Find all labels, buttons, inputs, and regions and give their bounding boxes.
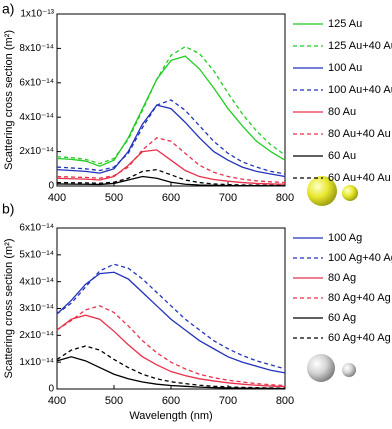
y-axis-label: Scattering cross section (m²) <box>3 239 15 379</box>
legend-label: 100 Ag <box>328 232 362 244</box>
series-line <box>56 168 286 187</box>
x-tick-label: 700 <box>219 395 237 407</box>
x-tick-label: 600 <box>162 192 180 204</box>
series-line <box>56 149 286 185</box>
legend-label: 60 Ag <box>328 312 356 324</box>
series-line <box>56 356 286 390</box>
legend-label: 125 Au <box>328 18 362 30</box>
series-line <box>56 137 286 184</box>
legend-label: 100 Ag+40 Ag <box>328 252 392 264</box>
x-tick-label: 400 <box>48 192 66 204</box>
series-line <box>56 271 286 374</box>
gold-sphere-large <box>307 176 337 206</box>
y-tick-label: 1x10⁻¹³ <box>20 9 54 20</box>
series-line <box>56 175 285 187</box>
series-line <box>56 263 286 370</box>
y-tick-label: 0 <box>48 181 54 192</box>
legend-label: 100 Au <box>328 62 362 74</box>
series-line <box>56 99 286 175</box>
y-tick-label: 6x10⁻¹⁴ <box>19 77 54 88</box>
legend-label: 60 Au <box>328 150 356 162</box>
silver-sphere-small <box>342 363 356 377</box>
x-tick-label: 800 <box>276 395 294 407</box>
panel-label: b) <box>2 201 14 217</box>
legend-label: 100 Au+40 Au <box>328 84 392 96</box>
y-tick-label: 4x10⁻¹⁴ <box>19 112 54 123</box>
y-tick-label: 5x10⁻¹⁴ <box>19 249 54 260</box>
series-line <box>56 305 286 387</box>
y-axis-label: Scattering cross section (m²) <box>3 30 15 170</box>
y-tick-label: 2x10⁻¹⁴ <box>19 146 54 157</box>
x-tick-label: 500 <box>105 192 123 204</box>
legend-label: 80 Ag+40 Ag <box>328 292 391 304</box>
y-tick-label: 8x10⁻¹⁴ <box>19 43 54 54</box>
x-tick-label: 500 <box>105 395 123 407</box>
y-tick-label: 0 <box>48 384 54 395</box>
series-line <box>56 345 286 389</box>
legend-label: 80 Ag <box>328 272 356 284</box>
silver-sphere-large <box>307 354 335 382</box>
series-line <box>56 104 286 178</box>
x-tick-label: 700 <box>219 192 237 204</box>
plot-frame <box>56 13 286 187</box>
series-line <box>56 314 286 388</box>
x-axis-label: Wavelength (nm) <box>129 410 212 422</box>
panel-label: a) <box>2 1 14 17</box>
y-tick-label: 2x10⁻¹⁴ <box>19 330 54 341</box>
legend-label: 80 Au <box>328 106 356 118</box>
y-tick-label: 6x10⁻¹⁴ <box>19 223 54 234</box>
y-tick-label: 1x10⁻¹⁴ <box>19 357 54 368</box>
x-tick-label: 800 <box>276 192 294 204</box>
plot-frame <box>56 227 286 390</box>
series-line <box>56 55 286 167</box>
x-tick-label: 600 <box>162 395 180 407</box>
legend-label: 80 Au+40 Au <box>328 128 391 140</box>
y-tick-label: 3x10⁻¹⁴ <box>19 303 54 314</box>
x-tick-label: 400 <box>48 395 66 407</box>
series-line <box>56 45 286 165</box>
gold-sphere-small <box>342 185 358 201</box>
legend-label: 60 Ag+40 Ag <box>328 332 391 344</box>
y-tick-label: 4x10⁻¹⁴ <box>19 276 54 287</box>
legend-label: 60 Au+40 Au <box>328 172 391 184</box>
legend-label: 125 Au+40 Au <box>328 40 392 52</box>
